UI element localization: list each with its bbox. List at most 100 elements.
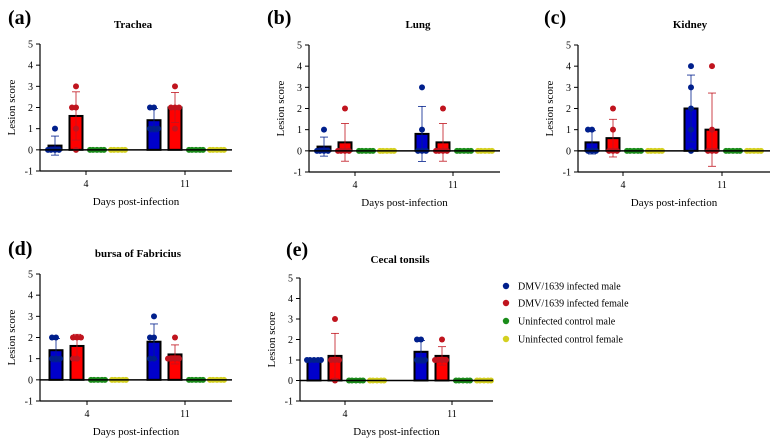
data-point xyxy=(73,83,79,90)
data-point xyxy=(610,105,616,112)
legend-label: DMV/1639 infected female xyxy=(518,299,629,310)
x-tick-label: 4 xyxy=(621,180,626,191)
data-point xyxy=(304,357,310,363)
panel-title: bursa of Fabricius xyxy=(95,248,182,260)
y-tick-label: 3 xyxy=(28,312,33,323)
x-axis-label: Days post-infection xyxy=(93,196,180,208)
y-tick-label: 4 xyxy=(28,61,33,72)
x-tick-label: 4 xyxy=(85,409,90,420)
data-point xyxy=(585,126,591,133)
panel-title: Trachea xyxy=(114,19,153,31)
data-point xyxy=(328,357,334,363)
y-tick-label: -1 xyxy=(25,397,33,408)
data-point xyxy=(432,357,438,363)
y-tick-label: -1 xyxy=(285,397,293,408)
y-tick-label: 4 xyxy=(288,294,293,305)
x-tick-label: 11 xyxy=(447,409,457,420)
y-tick-label: 1 xyxy=(297,125,302,136)
y-tick-label: 2 xyxy=(288,335,293,346)
panel-kidney: (c) Kidney -1 0 1 2 3 4 5 Lesion score 4 11 Days pos… xyxy=(544,7,770,209)
x-axis-label: Days post-infection xyxy=(631,197,718,209)
data-point xyxy=(610,126,616,133)
data-point xyxy=(176,104,182,111)
y-tick-label: 3 xyxy=(566,83,571,94)
y-tick-label: 4 xyxy=(566,62,571,73)
x-tick-label: 11 xyxy=(180,179,190,190)
x-tick-label: 4 xyxy=(353,180,358,191)
y-tick-label: 0 xyxy=(28,375,33,386)
data-point xyxy=(688,105,694,112)
x-axis-label: Days post-infection xyxy=(361,197,448,209)
data-point xyxy=(172,334,178,341)
y-axis-label: Lesion score xyxy=(266,311,278,367)
y-tick-label: 1 xyxy=(566,125,571,136)
data-point xyxy=(439,336,445,343)
panel-title: Cecal tonsils xyxy=(371,254,431,266)
legend-marker xyxy=(502,317,510,325)
data-point xyxy=(414,357,420,363)
data-point xyxy=(151,313,157,320)
x-tick-label: 11 xyxy=(448,180,458,191)
y-tick-label: 2 xyxy=(28,333,33,344)
data-point xyxy=(49,355,55,362)
legend-marker xyxy=(502,299,510,307)
y-tick-label: 2 xyxy=(566,104,571,115)
legend-label: DMV/1639 infected male xyxy=(518,282,621,293)
data-point xyxy=(422,357,428,363)
y-tick-label: -1 xyxy=(294,168,302,179)
y-tick-label: 4 xyxy=(28,291,33,302)
data-point xyxy=(688,84,694,91)
panel-title: Lung xyxy=(405,19,431,31)
x-tick-label: 4 xyxy=(343,409,348,420)
data-point xyxy=(172,125,178,132)
panel-label: (d) xyxy=(8,238,32,260)
data-point xyxy=(709,126,715,133)
data-point xyxy=(332,316,338,322)
y-tick-label: 5 xyxy=(28,270,33,281)
y-tick-label: 0 xyxy=(28,145,33,156)
data-point xyxy=(443,357,449,363)
y-tick-label: 4 xyxy=(297,62,302,73)
data-point xyxy=(52,125,58,132)
data-point xyxy=(69,104,75,111)
y-tick-label: 5 xyxy=(297,41,302,52)
panel-title: Kidney xyxy=(673,19,708,31)
y-tick-label: 1 xyxy=(288,356,293,367)
data-point xyxy=(147,125,153,132)
data-point xyxy=(336,357,342,363)
y-tick-label: 5 xyxy=(288,274,293,285)
y-axis-label: Lesion score xyxy=(6,79,18,135)
y-tick-label: 1 xyxy=(28,124,33,135)
panel-cecal-tonsils: (e) Cecal tonsils -1 0 1 2 3 4 5 Lesion score 4 11 D… xyxy=(266,239,494,438)
y-tick-label: -1 xyxy=(25,167,33,178)
data-point xyxy=(147,334,153,341)
data-point xyxy=(57,355,63,362)
y-axis-label: Lesion score xyxy=(6,309,18,365)
y-tick-label: 3 xyxy=(288,315,293,326)
panel-label: (b) xyxy=(267,7,291,29)
panel-label: (c) xyxy=(544,7,566,29)
panel-label: (a) xyxy=(8,7,31,29)
data-point xyxy=(165,355,171,362)
data-point xyxy=(176,355,182,362)
legend: DMV/1639 infected male DMV/1639 infected … xyxy=(502,282,629,346)
x-tick-label: 11 xyxy=(717,180,727,191)
data-point xyxy=(155,125,161,132)
data-point xyxy=(49,334,55,341)
data-point xyxy=(147,104,153,111)
data-point xyxy=(70,355,76,362)
data-point xyxy=(709,63,715,70)
legend-marker xyxy=(502,335,510,343)
y-tick-label: 3 xyxy=(28,82,33,93)
y-tick-label: 5 xyxy=(28,40,33,51)
data-point xyxy=(147,355,153,362)
data-point xyxy=(321,126,327,133)
x-axis-label: Days post-infection xyxy=(353,426,440,438)
data-point xyxy=(342,105,348,112)
y-tick-label: 0 xyxy=(288,376,293,387)
legend-marker xyxy=(502,282,510,290)
